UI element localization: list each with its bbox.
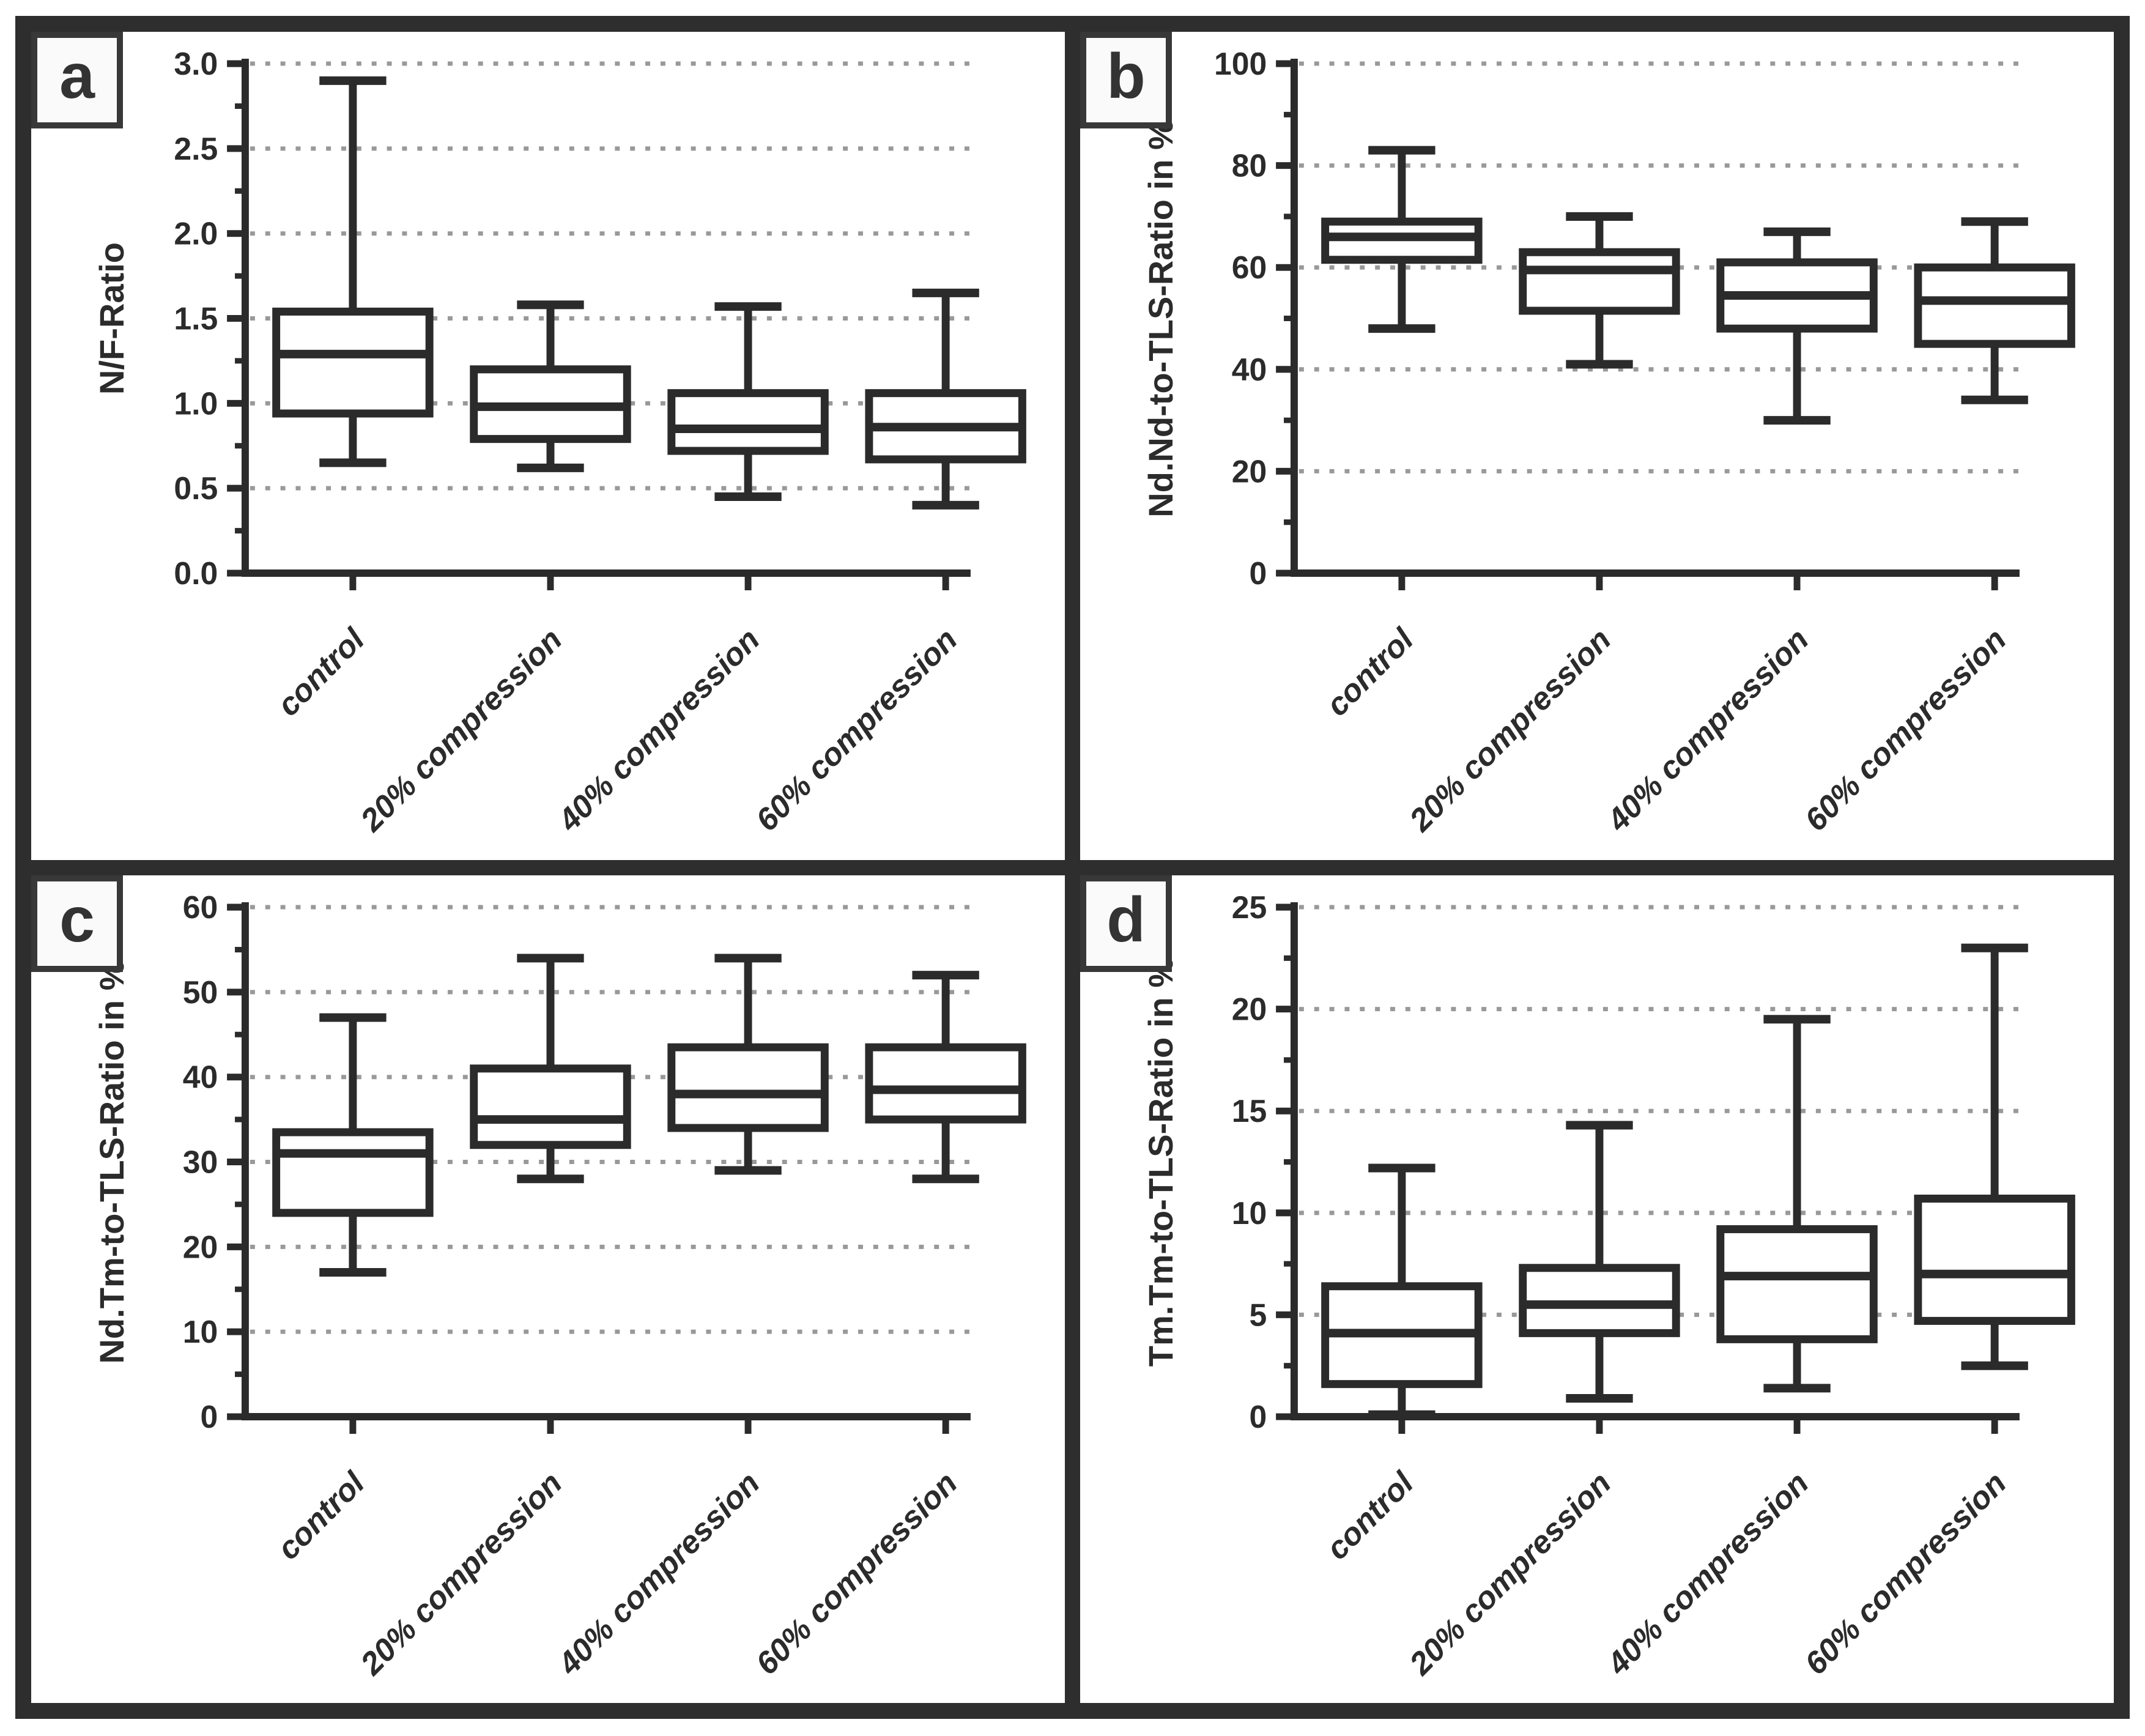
- category-label: control: [1319, 621, 1421, 723]
- box-plot-control: [272, 1013, 434, 1277]
- axes: [1276, 59, 2020, 591]
- box-plot-20-compression: [470, 953, 631, 1183]
- axes: [227, 902, 971, 1434]
- y-tick-label: 15: [1232, 1093, 1267, 1129]
- box-plot-20-compression: [1519, 212, 1680, 369]
- y-axis-title: Nd.Nd-to-TLS-Ratio in %: [1141, 119, 1180, 517]
- box-plot-60-compression: [865, 970, 1026, 1183]
- iqr-box: [667, 389, 829, 455]
- y-tick-label: 0.5: [174, 470, 218, 506]
- category-label: 20% compression: [353, 621, 568, 839]
- panel-d-chart: 0 5 10 15 20 25 Tm.Tm-to-TLS-Ratio in % control…: [1141, 889, 2075, 1682]
- panel-c: c 0 10 20 30 40 50 60 Nd.Tm-to-TLS-Ratio in % co…: [31, 875, 1065, 1703]
- y-axis-title: Nd.Tm-to-TLS-Ratio in %: [92, 960, 131, 1363]
- y-tick-label: 10: [183, 1314, 218, 1349]
- panel-a-label-box: a: [31, 32, 123, 128]
- y-tick-label: 0: [200, 1398, 218, 1434]
- y-axis-title: Tm.Tm-to-TLS-Ratio in %: [1141, 957, 1180, 1366]
- box-plot-40-compression: [667, 953, 829, 1174]
- category-label: 40% compression: [1599, 621, 1815, 839]
- y-tick-label: 80: [1232, 147, 1267, 183]
- box-plot-control: [272, 76, 434, 467]
- category-label: control: [270, 1464, 372, 1566]
- figure-frame: a 0.0 0.5 1.0 1.5 2.0 2.5 3.0 N/F-Ratio control 2…: [15, 16, 2130, 1719]
- axes: [1276, 902, 2020, 1434]
- panel-c-chart: 0 10 20 30 40 50 60 Nd.Tm-to-TLS-Ratio in % cont…: [92, 889, 1026, 1682]
- y-tick-label: 25: [1232, 889, 1267, 924]
- axes: [227, 59, 971, 591]
- category-label: 60% compression: [1798, 621, 2013, 838]
- category-label: 40% compression: [550, 1464, 766, 1682]
- y-tick-label: 30: [183, 1144, 218, 1179]
- y-tick-label: 60: [1232, 250, 1267, 285]
- box-plot-60-compression: [1914, 943, 2075, 1370]
- panel-b-chart: 0 20 40 60 80 100 Nd.Nd-to-TLS-Ratio in % contr…: [1141, 46, 2075, 839]
- category-label: 20% compression: [353, 1464, 568, 1682]
- panel-a-chart: 0.0 0.5 1.0 1.5 2.0 2.5 3.0 N/F-Ratio control20%…: [92, 46, 1026, 839]
- iqr-box: [865, 1043, 1026, 1124]
- gridlines: [1298, 905, 2020, 1317]
- box-plot-60-compression: [865, 288, 1026, 510]
- iqr-box: [1716, 1225, 1878, 1343]
- iqr-box: [470, 1064, 631, 1149]
- y-axis-title: N/F-Ratio: [92, 242, 131, 395]
- category-label: 40% compression: [1599, 1464, 1815, 1682]
- box-plot-40-compression: [667, 302, 829, 502]
- category-label: 60% compression: [749, 621, 964, 838]
- box-plot-control: [1321, 1163, 1483, 1419]
- box-plot-60-compression: [1914, 217, 2075, 404]
- panel-b-label-box: b: [1080, 32, 1172, 128]
- category-label: control: [270, 621, 372, 723]
- iqr-box: [272, 1127, 434, 1217]
- iqr-box: [272, 307, 434, 418]
- panel-c-label-box: c: [31, 875, 123, 972]
- box-plot-control: [1321, 146, 1483, 333]
- panel-a-letter: a: [59, 41, 95, 112]
- y-tick-label: 1.0: [174, 385, 218, 421]
- y-tick-label: 1.5: [174, 300, 218, 336]
- y-tick-label: 40: [1232, 352, 1267, 387]
- y-tick-label: 60: [183, 889, 218, 924]
- y-tick-label: 20: [1232, 991, 1267, 1026]
- y-tick-label: 2.5: [174, 131, 218, 166]
- iqr-box: [1519, 248, 1680, 315]
- category-label: 40% compression: [550, 621, 766, 839]
- box-plot-20-compression: [1519, 1121, 1680, 1403]
- box-plot-40-compression: [1716, 1014, 1878, 1392]
- box-plot-20-compression: [470, 300, 631, 472]
- panel-d-letter: d: [1106, 884, 1146, 955]
- y-tick-label: 10: [1232, 1195, 1267, 1230]
- y-tick-label: 2.0: [174, 216, 218, 251]
- y-tick-label: 50: [183, 974, 218, 1009]
- category-label: control: [1319, 1464, 1421, 1566]
- y-tick-label: 5: [1249, 1297, 1267, 1332]
- panel-b-letter: b: [1106, 41, 1146, 112]
- y-tick-label: 40: [183, 1059, 218, 1094]
- panel-d-label-box: d: [1080, 875, 1172, 972]
- iqr-box: [667, 1043, 829, 1132]
- category-label: 60% compression: [749, 1464, 964, 1681]
- box-plot-40-compression: [1716, 227, 1878, 425]
- category-label: 20% compression: [1402, 621, 1617, 839]
- panel-c-letter: c: [59, 884, 95, 955]
- panel-a: a 0.0 0.5 1.0 1.5 2.0 2.5 3.0 N/F-Ratio control 2…: [31, 32, 1065, 860]
- panel-b: b 0 20 40 60 80 100 Nd.Nd-to-TLS-Ratio in % con…: [1080, 32, 2114, 860]
- iqr-box: [1914, 263, 2075, 348]
- y-tick-label: 20: [1232, 453, 1267, 489]
- y-tick-label: 100: [1214, 46, 1267, 81]
- panel-d: d 0 5 10 15 20 25 Tm.Tm-to-TLS-Ratio in % contr…: [1080, 875, 2114, 1703]
- category-label: 20% compression: [1402, 1464, 1617, 1682]
- y-tick-label: 3.0: [174, 46, 218, 81]
- y-tick-label: 0.0: [174, 555, 218, 591]
- y-tick-label: 20: [183, 1229, 218, 1264]
- y-tick-label: 0: [1249, 1398, 1267, 1434]
- iqr-box: [1914, 1194, 2075, 1325]
- category-label: 60% compression: [1798, 1464, 2013, 1681]
- y-tick-label: 0: [1249, 555, 1267, 591]
